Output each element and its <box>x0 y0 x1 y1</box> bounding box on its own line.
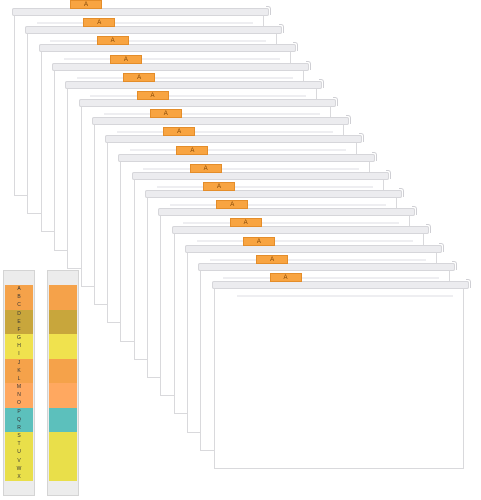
label-letter: N <box>17 392 21 399</box>
label-letter: W <box>16 465 22 472</box>
tab-slot-row <box>170 204 386 206</box>
label-letter: L <box>17 375 21 382</box>
tab-slot-row <box>209 258 426 261</box>
label-letter: B <box>17 294 21 301</box>
color-band <box>5 432 33 457</box>
color-band <box>5 383 33 408</box>
tab-slot-row <box>196 240 413 243</box>
color-band <box>5 456 33 481</box>
tab-slot-row <box>76 76 293 79</box>
hanging-rail <box>78 97 338 107</box>
color-band <box>49 383 77 408</box>
tab-slot-row <box>63 58 280 61</box>
hanging-rail <box>145 188 404 198</box>
label-letter: A <box>17 286 21 293</box>
blank-label-strip <box>47 270 79 496</box>
label-letter: H <box>17 343 21 350</box>
folder-tab: A <box>269 273 302 282</box>
folder-tab: A <box>189 163 222 173</box>
tab-slot-row <box>156 185 373 188</box>
tab-slot-row <box>90 94 307 97</box>
label-letter: X <box>17 473 21 480</box>
folder-tab: A <box>136 91 169 100</box>
label-letter: O <box>17 400 21 407</box>
hanging-rail <box>131 169 391 180</box>
label-letter: I <box>18 351 20 358</box>
label-letter: C <box>17 302 21 309</box>
label-letter: J <box>17 359 21 366</box>
tab-slot-row <box>103 113 320 115</box>
color-band <box>49 285 77 310</box>
tab-slot-row <box>37 22 253 24</box>
hanging-rail <box>105 133 365 144</box>
hanging-rail <box>211 279 471 289</box>
folder-tab: A <box>109 54 142 64</box>
folder-tab: A <box>176 145 209 155</box>
color-band <box>5 309 33 334</box>
label-letter: M <box>16 384 22 391</box>
folder-tab: A <box>229 218 262 228</box>
label-letter: Q <box>17 416 21 423</box>
color-band <box>49 334 77 359</box>
color-band <box>49 309 77 334</box>
hanging-rail <box>38 42 298 53</box>
label-letter: U <box>17 449 21 456</box>
folder-tab: A <box>96 36 129 46</box>
hanging-rail <box>91 115 351 126</box>
label-letter: V <box>17 457 21 464</box>
color-band <box>49 358 77 383</box>
tab-slot-row <box>143 167 360 170</box>
folder-tab: A <box>123 72 156 82</box>
folder-tab: A <box>216 200 249 210</box>
folder-tab: A <box>242 236 275 246</box>
hanging-rail <box>118 151 378 162</box>
label-letter: G <box>17 335 21 342</box>
color-band <box>49 432 77 457</box>
label-letter: S <box>17 433 21 440</box>
hanging-rail <box>25 24 285 35</box>
hanging-rail <box>198 260 458 271</box>
folder-tab: A <box>70 0 102 9</box>
hanging-rail <box>51 60 311 71</box>
tab-slot-row <box>116 131 333 134</box>
color-band <box>49 407 77 432</box>
label-letter: R <box>17 424 21 431</box>
folder-tab: A <box>203 182 235 191</box>
color-band <box>5 407 33 432</box>
folder-tab: A <box>256 254 289 264</box>
tab-slot-row <box>236 295 453 297</box>
label-letter: K <box>17 367 21 374</box>
label-letter: F <box>17 326 21 333</box>
label-letter: D <box>17 310 21 317</box>
color-band <box>5 334 33 359</box>
folder-tab: A <box>163 127 196 137</box>
label-letter: T <box>17 441 21 448</box>
tab-slot-row <box>183 222 400 225</box>
hanging-rail <box>12 6 271 16</box>
color-band <box>5 285 33 310</box>
label-letter: P <box>17 408 21 415</box>
tab-slot-row <box>50 40 267 43</box>
hanging-rail <box>158 206 418 217</box>
color-band <box>49 456 77 481</box>
tab-slot-row <box>223 276 440 279</box>
folder-tab: A <box>149 109 182 119</box>
tab-slot-row <box>130 149 347 152</box>
hanging-rail <box>171 224 431 235</box>
hanging-folder: A <box>211 273 471 469</box>
folder-tab: A <box>83 18 116 28</box>
hanging-rail <box>65 78 325 89</box>
color-band <box>5 358 33 383</box>
hanging-rail <box>184 242 444 253</box>
label-letter: E <box>17 318 21 325</box>
